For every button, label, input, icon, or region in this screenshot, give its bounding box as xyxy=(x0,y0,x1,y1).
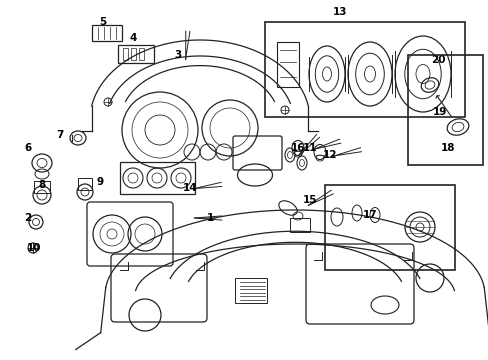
Text: 16: 16 xyxy=(290,143,305,153)
Text: 15: 15 xyxy=(302,195,317,205)
Text: 4: 4 xyxy=(129,33,137,43)
Bar xyxy=(118,45,154,63)
Text: 12: 12 xyxy=(322,150,337,160)
Text: 18: 18 xyxy=(440,143,454,153)
Text: 5: 5 xyxy=(99,17,106,27)
Text: 13: 13 xyxy=(332,7,346,17)
Text: 10: 10 xyxy=(27,243,41,253)
Bar xyxy=(78,178,92,190)
Text: 1: 1 xyxy=(206,213,213,223)
Text: 8: 8 xyxy=(38,180,45,190)
Text: 19: 19 xyxy=(432,107,446,117)
Text: 20: 20 xyxy=(430,55,445,65)
Text: 2: 2 xyxy=(24,213,32,223)
Text: 14: 14 xyxy=(183,183,197,193)
Text: 7: 7 xyxy=(56,130,63,140)
Bar xyxy=(407,55,482,165)
Bar xyxy=(235,278,266,303)
Bar xyxy=(131,48,136,60)
Text: 3: 3 xyxy=(174,50,181,60)
Text: 17: 17 xyxy=(362,210,377,220)
Bar xyxy=(325,185,454,270)
Text: 9: 9 xyxy=(96,177,103,187)
Bar xyxy=(34,181,50,193)
Bar xyxy=(289,218,309,232)
Bar xyxy=(123,48,128,60)
Bar xyxy=(264,22,464,117)
Text: 6: 6 xyxy=(24,143,32,153)
Bar xyxy=(139,48,143,60)
Text: 11: 11 xyxy=(302,143,317,153)
Bar xyxy=(92,25,122,41)
Bar xyxy=(120,162,195,194)
